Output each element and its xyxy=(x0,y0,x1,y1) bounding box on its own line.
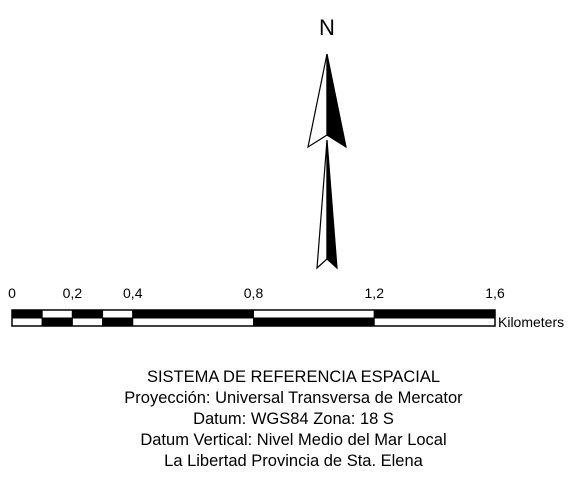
scale-bar-outline xyxy=(11,309,496,327)
scale-segment xyxy=(132,309,254,319)
projection-text: Proyección: Universal Transversa de Merc… xyxy=(124,389,463,407)
scale-segment xyxy=(71,317,104,327)
scale-segment xyxy=(41,309,73,319)
scale-tick-label: 0,8 xyxy=(244,285,264,301)
scale-segment xyxy=(102,309,134,319)
north-arrow-icon xyxy=(307,53,347,270)
scale-tick-labels: 0 0,2 0,4 0,8 1,2 1,6 xyxy=(8,285,505,301)
scale-segment xyxy=(11,309,43,319)
vertical-datum-text: Datum Vertical: Nivel Medio del Mar Loca… xyxy=(140,431,447,449)
scale-segment xyxy=(373,317,496,327)
scale-segment xyxy=(71,309,104,319)
scale-tick-label: 1,6 xyxy=(485,285,505,301)
north-arrow: N xyxy=(307,15,347,270)
datum-text: Datum: WGS84 Zona: 18 S xyxy=(193,410,394,428)
reference-title: SISTEMA DE REFERENCIA ESPACIAL xyxy=(146,368,441,386)
scale-tick-label: 0,2 xyxy=(63,285,83,301)
scale-segment xyxy=(132,317,254,327)
location-text: La Libertad Provincia de Sta. Elena xyxy=(164,452,423,470)
scale-segment xyxy=(102,317,134,327)
scale-tick-label: 0,4 xyxy=(123,285,143,301)
scale-segment xyxy=(253,317,375,327)
scale-segment xyxy=(373,309,496,319)
scale-segment xyxy=(11,317,43,327)
scale-segment xyxy=(253,309,375,319)
scale-tick-label: 1,2 xyxy=(365,285,385,301)
scale-bar: 0 0,2 0,4 0,8 1,2 1,6 Kilometers xyxy=(8,285,564,330)
scale-tick-label: 0 xyxy=(8,285,16,301)
scale-unit-label: Kilometers xyxy=(498,314,564,330)
north-label: N xyxy=(319,15,335,40)
scale-segment xyxy=(41,317,73,327)
scale-bar-segments xyxy=(11,309,496,327)
